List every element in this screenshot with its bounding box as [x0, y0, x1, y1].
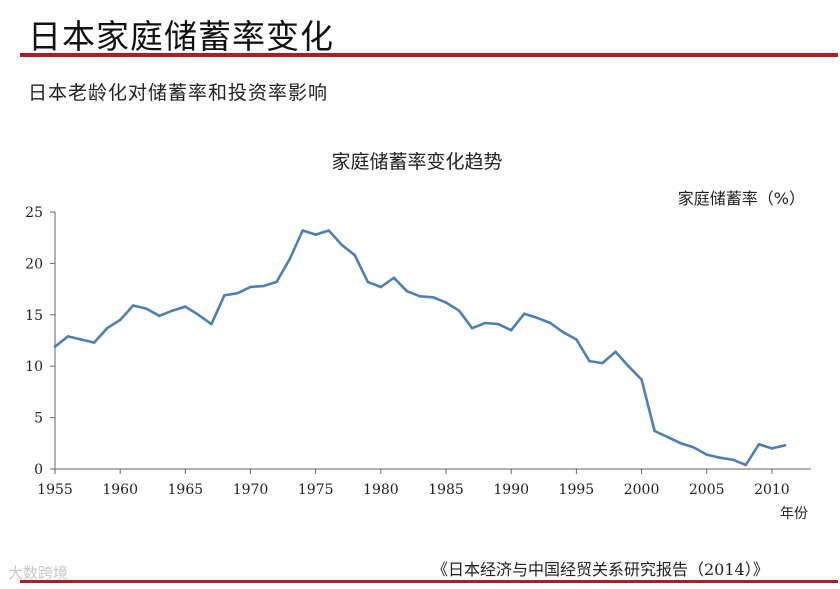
- data-point: [601, 361, 604, 365]
- data-point: [392, 276, 396, 280]
- data-point: [496, 322, 500, 326]
- data-point: [744, 463, 748, 467]
- x-tick-label: 1960: [102, 482, 138, 498]
- data-point: [118, 318, 122, 322]
- x-tick-label: 1955: [37, 482, 73, 498]
- x-tick-label: 1980: [363, 482, 399, 498]
- x-tick-label: 2000: [624, 482, 660, 498]
- data-point: [249, 285, 252, 289]
- y-tick-label: 10: [25, 359, 43, 375]
- data-point: [549, 321, 552, 325]
- data-point: [366, 280, 370, 284]
- data-point: [92, 341, 96, 344]
- footer-rule: [20, 580, 838, 583]
- x-tick-label: 2005: [689, 482, 725, 498]
- x-tick-label: 1985: [428, 482, 464, 498]
- data-point: [679, 442, 682, 445]
- x-tick-label: 1965: [168, 482, 204, 498]
- data-point: [783, 444, 787, 447]
- x-tick-label: 1990: [493, 482, 529, 498]
- data-point: [314, 233, 317, 236]
- data-point: [614, 350, 617, 354]
- data-point: [562, 330, 565, 334]
- data-point: [301, 229, 304, 232]
- data-point: [627, 364, 630, 368]
- data-point: [718, 456, 722, 459]
- data-point: [131, 304, 135, 307]
- y-tick-label: 25: [25, 205, 43, 221]
- data-point: [731, 458, 735, 462]
- data-point: [444, 301, 448, 304]
- y-tick-label: 20: [25, 256, 43, 272]
- data-point: [705, 453, 709, 456]
- page-title: 日本家庭储蓄率变化: [28, 17, 334, 56]
- data-point: [171, 309, 174, 312]
- data-point: [144, 307, 148, 310]
- data-point: [535, 316, 539, 320]
- chart-title: 家庭储蓄率变化趋势: [331, 151, 502, 173]
- data-point: [288, 257, 291, 261]
- data-point: [353, 253, 357, 257]
- data-point: [79, 338, 83, 341]
- data-point: [379, 285, 383, 289]
- data-point: [666, 435, 669, 439]
- data-point: [470, 326, 474, 330]
- data-point: [418, 294, 422, 298]
- data-point: [184, 305, 187, 308]
- page-subtitle: 日本老龄化对储蓄率和投资率影响: [28, 82, 329, 104]
- data-point: [275, 280, 278, 284]
- source-citation: 《日本经济与中国经贸关系研究报告（2014）》: [432, 560, 769, 579]
- data-point: [457, 309, 461, 312]
- data-point: [236, 291, 239, 295]
- data-point: [340, 243, 344, 247]
- data-point: [575, 338, 578, 341]
- y-axis-label: 家庭储蓄率（%）: [678, 189, 805, 208]
- data-point: [653, 429, 656, 433]
- data-point: [509, 328, 513, 332]
- data-point: [262, 284, 265, 288]
- data-point: [157, 314, 161, 318]
- watermark: 大数跨境: [8, 564, 69, 582]
- data-point: [197, 313, 200, 317]
- data-point: [522, 312, 526, 316]
- data-point: [640, 378, 643, 381]
- data-point: [327, 229, 331, 232]
- data-point: [105, 326, 109, 330]
- x-tick-label: 2010: [754, 482, 790, 498]
- data-point: [770, 447, 774, 450]
- x-axis-label: 年份: [780, 506, 808, 522]
- y-tick-label: 0: [34, 462, 43, 478]
- x-tick-label: 1970: [233, 482, 269, 498]
- title-underline: [20, 53, 838, 57]
- data-point: [405, 289, 409, 293]
- data-point: [588, 359, 591, 363]
- x-tick-label: 1975: [298, 482, 334, 498]
- data-point: [757, 443, 761, 446]
- data-point: [210, 322, 213, 326]
- data-point: [66, 335, 70, 338]
- data-point: [483, 321, 487, 325]
- y-tick-label: 15: [25, 308, 43, 324]
- data-point: [431, 296, 435, 299]
- x-tick-label: 1995: [559, 482, 595, 498]
- series-line: [53, 229, 787, 467]
- data-point: [53, 345, 57, 348]
- data-point: [692, 446, 695, 449]
- data-point: [223, 293, 226, 297]
- y-tick-label: 5: [34, 411, 43, 427]
